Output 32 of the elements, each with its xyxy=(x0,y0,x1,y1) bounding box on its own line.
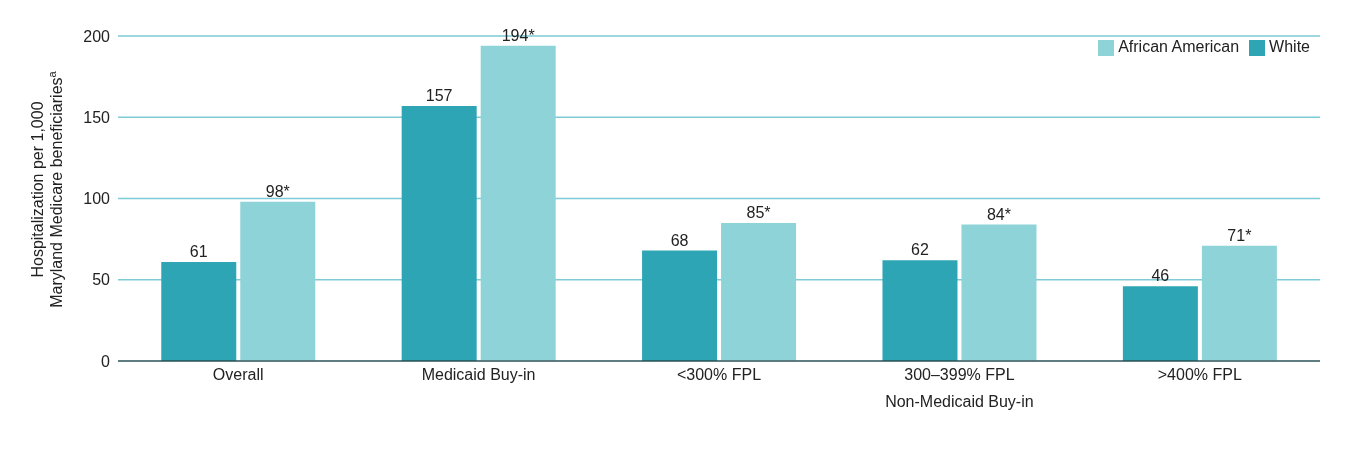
bar xyxy=(882,260,958,361)
bar xyxy=(1122,286,1198,361)
y-tick-label: 0 xyxy=(101,352,111,370)
data-label: 68 xyxy=(670,231,689,249)
data-label: 62 xyxy=(911,241,929,259)
data-label: 85* xyxy=(746,203,771,221)
y-tick-label: 50 xyxy=(92,271,111,289)
data-label: 61 xyxy=(189,242,208,260)
data-label: 98* xyxy=(265,182,290,200)
y-tick-label: 200 xyxy=(83,27,111,45)
bar xyxy=(642,250,718,361)
legend-label: White xyxy=(1269,38,1310,55)
data-label: 71* xyxy=(1227,226,1252,244)
x-tick-label: Medicaid Buy-in xyxy=(421,366,536,384)
bar xyxy=(161,261,237,361)
bar xyxy=(240,201,316,361)
x-tick-label: Overall xyxy=(212,366,264,384)
data-label: 157 xyxy=(425,86,453,104)
y-tick-label: 100 xyxy=(83,190,111,208)
text: Non-Medicaid Buy-in xyxy=(884,393,1035,411)
data-label: 194* xyxy=(501,26,535,44)
x-tick-label: 300–399% FPL xyxy=(904,366,1015,384)
y-tick-label: 150 xyxy=(83,108,111,126)
bar xyxy=(721,222,797,361)
bar xyxy=(961,224,1037,361)
x-tick-label: >400% FPL xyxy=(1157,366,1242,384)
bar xyxy=(480,45,556,361)
bar xyxy=(401,105,477,361)
data-label: 84* xyxy=(986,205,1011,223)
bar xyxy=(1201,245,1277,361)
legend-label: African American xyxy=(1118,38,1240,55)
x-tick-label: <300% FPL xyxy=(676,366,762,384)
